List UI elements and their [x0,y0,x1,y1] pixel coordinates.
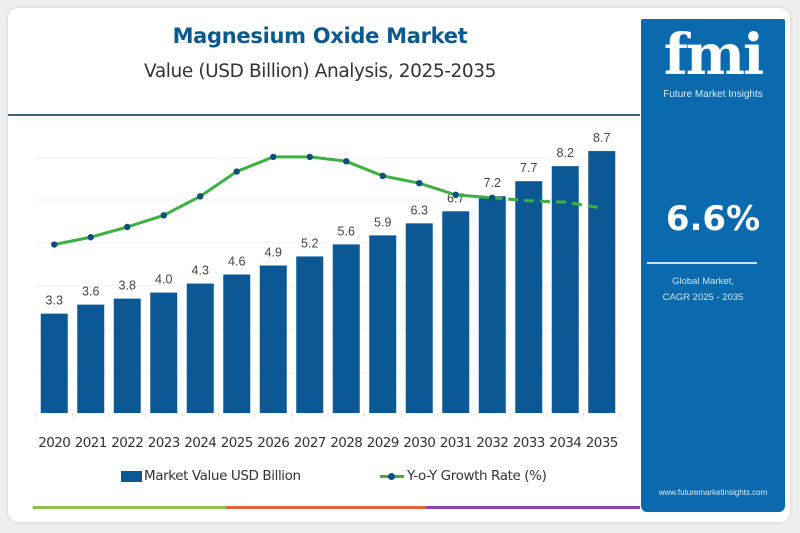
x-tick-label: 2027 [294,435,326,451]
cagr-value: 6.6% [665,199,761,239]
x-tick-label: 2029 [367,435,399,451]
bar-value-label: 7.2 [484,176,501,190]
header-divider [8,114,640,116]
bar-value-label: 3.8 [119,279,136,293]
x-tick-label: 2021 [75,435,107,451]
bar-2021 [77,304,105,413]
bar-2033 [515,181,543,413]
bar-value-label: 7.7 [520,161,537,175]
bar-2029 [369,235,397,413]
x-tick-label: 2035 [586,435,618,451]
cagr-label-line2: CAGR 2025 - 2035 [662,292,744,303]
growth-point-2021 [87,234,94,241]
growth-point-2025 [233,168,240,175]
bar-2026 [259,265,287,413]
chart-title: Magnesium Oxide Market [172,24,468,48]
growth-point-2023 [160,212,167,219]
bar-value-label: 4.9 [265,245,282,259]
bar-2030 [405,223,433,413]
bar-2020 [40,313,68,413]
accent-bar-green [33,506,226,509]
bar-value-label: 4.6 [228,255,245,269]
bar-2035 [588,151,616,413]
bar-value-label: 5.2 [301,236,318,250]
bar-value-label: 3.6 [82,285,99,299]
bar-2028 [332,244,360,413]
x-tick-label: 2022 [111,435,143,451]
chart-subtitle: Value (USD Billion) Analysis, 2025-2035 [144,61,496,82]
x-tick-label: 2034 [549,435,581,451]
bar-value-label: 5.6 [338,224,355,238]
bar-2034 [551,166,579,413]
x-tick-label: 2028 [330,435,362,451]
growth-point-2026 [270,153,277,161]
legend-line-swatch [380,472,404,480]
bar-2032 [478,196,506,413]
growth-point-2030 [416,180,423,187]
bar-2022 [113,298,141,413]
website-link[interactable]: www.futuremarketinsights.com [658,488,768,497]
growth-point-2027 [306,153,313,161]
bar-2027 [296,256,324,413]
bar-value-label: 3.3 [46,294,63,308]
x-tick-label: 2032 [476,435,508,451]
x-tick-label: 2023 [148,435,180,451]
bar-value-label: 8.2 [557,146,574,160]
brand-panel: fmi Future Market Insights 6.6% Global M… [641,19,785,512]
bar-2031 [442,211,470,413]
x-tick-label: 2030 [403,435,435,451]
x-tick-label: 2031 [440,435,472,451]
bar-value-label: 6.3 [411,203,428,217]
bar-2024 [186,283,214,413]
legend-item-growth-rate: Y-o-Y Growth Rate (%) [380,468,547,484]
bar-value-label: 4.3 [192,264,209,278]
growth-point-2022 [124,223,131,231]
bar-value-label: 8.7 [593,131,610,145]
accent-bar-orange [226,506,426,509]
x-tick-label: 2025 [221,435,253,451]
accent-bar-purple [426,506,640,509]
cagr-label-line1: Global Market, [672,276,734,287]
logo-subtitle: Future Market Insights [663,89,763,100]
growth-point-2029 [379,172,386,180]
legend-label-market-value: Market Value USD Billion [144,468,301,484]
growth-point-2020 [51,241,58,248]
cagr-label: Global Market, CAGR 2025 - 2035 [641,274,765,306]
legend-label-growth-rate: Y-o-Y Growth Rate (%) [407,468,547,484]
x-tick-label: 2020 [38,435,70,451]
bar-value-label: 4.0 [155,273,172,287]
chart-plot: 3.3 2020 3.6 2021 3.8 2022 4.0 2023 4.3 2024 4.6 20… [35,131,621,451]
bar-2025 [223,274,251,413]
panel-divider [647,262,757,264]
fmi-logo: fmi [663,22,765,88]
growth-point-2031 [452,191,459,199]
growth-point-2028 [343,158,350,165]
x-tick-label: 2033 [513,435,545,451]
legend-item-market-value: Market Value USD Billion [121,468,301,484]
growth-point-2032 [489,194,496,201]
legend-bar-swatch [121,470,142,482]
growth-point-2024 [197,193,204,200]
bar-value-label: 5.9 [374,215,391,229]
x-tick-label: 2024 [184,435,216,451]
bar-2023 [150,292,178,413]
x-tick-label: 2026 [257,435,289,451]
growth-line-dashed [492,196,602,210]
